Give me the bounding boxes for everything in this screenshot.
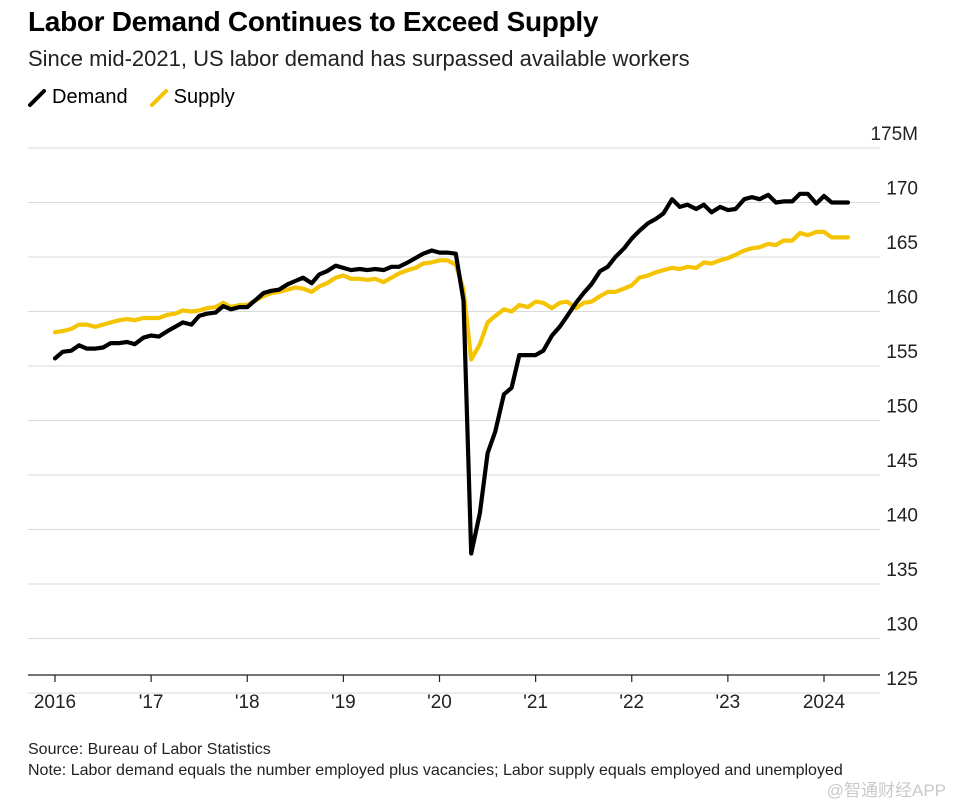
y-tick-label: 160 bbox=[886, 288, 918, 309]
x-tick-label: 2016 bbox=[34, 692, 76, 713]
y-tick-label: 135 bbox=[886, 560, 918, 581]
y-tick-label: 125 bbox=[886, 669, 918, 690]
chart-footer: Source: Bureau of Labor Statistics Note:… bbox=[28, 739, 908, 781]
legend-swatch-demand bbox=[28, 88, 46, 107]
x-tick-label: '19 bbox=[331, 692, 356, 713]
chart-title: Labor Demand Continues to Exceed Supply bbox=[28, 6, 599, 37]
x-tick-label: '21 bbox=[523, 692, 548, 713]
y-tick-label: 155 bbox=[886, 342, 918, 363]
legend-item-demand: Demand bbox=[28, 86, 128, 109]
y-tick-label: 150 bbox=[886, 397, 918, 418]
y-tick-label: 165 bbox=[886, 233, 918, 254]
legend-swatch-supply bbox=[149, 88, 168, 107]
legend-label-supply: Supply bbox=[173, 86, 235, 108]
series-line-supply bbox=[52, 229, 851, 362]
watermark: @智通财经APP bbox=[826, 781, 946, 800]
methodology-note: Note: Labor demand equals the number emp… bbox=[28, 762, 843, 779]
series-line-demand bbox=[52, 191, 851, 556]
x-tick-label: 2024 bbox=[803, 692, 846, 713]
chart-subtitle: Since mid-2021, US labor demand has surp… bbox=[28, 46, 690, 71]
legend-label-demand: Demand bbox=[52, 86, 128, 108]
x-tick-label: '22 bbox=[619, 692, 644, 713]
x-tick-label: '20 bbox=[427, 692, 452, 713]
y-tick-label: 130 bbox=[886, 615, 918, 636]
y-tick-label: 140 bbox=[886, 506, 918, 527]
x-tick-label: '23 bbox=[715, 692, 740, 713]
source-note: Source: Bureau of Labor Statistics bbox=[28, 741, 271, 758]
y-tick-label: 145 bbox=[886, 451, 918, 472]
y-tick-label: 170 bbox=[886, 179, 918, 200]
legend: Demand Supply bbox=[28, 86, 235, 109]
y-tick-label: 175M bbox=[870, 124, 918, 145]
x-tick-label: '17 bbox=[139, 692, 164, 713]
line-chart: 175M 170 165 160 155 150 145 140 135 130 125 2016 '1… bbox=[28, 124, 918, 713]
x-tick-label: '18 bbox=[235, 692, 260, 713]
legend-item-supply: Supply bbox=[149, 86, 235, 109]
